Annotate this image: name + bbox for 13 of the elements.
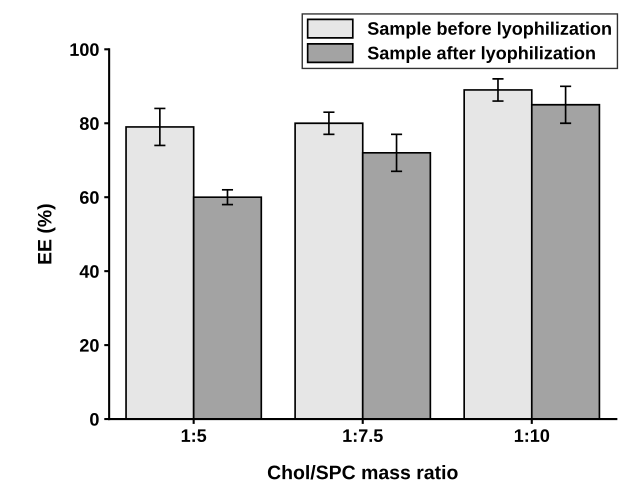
legend-label: Sample before lyophilization — [368, 22, 611, 38]
x-axis-title: Chol/SPC mass ratio — [268, 465, 458, 480]
x-tick-label: 1:7.5 — [343, 429, 383, 442]
y-tick-label: 0 — [90, 412, 99, 426]
y-tick-label: 20 — [80, 339, 99, 352]
y-tick-label: 60 — [80, 191, 99, 204]
y-tick-label: 40 — [80, 265, 99, 278]
x-tick-label: 1:10 — [514, 429, 550, 442]
y-tick-label: 100 — [70, 43, 99, 56]
y-axis-title: EE (%) — [37, 204, 56, 264]
legend-label: Sample after lyophilization — [368, 46, 595, 63]
x-tick-label: 1:5 — [182, 429, 206, 442]
y-tick-label: 80 — [80, 117, 99, 130]
